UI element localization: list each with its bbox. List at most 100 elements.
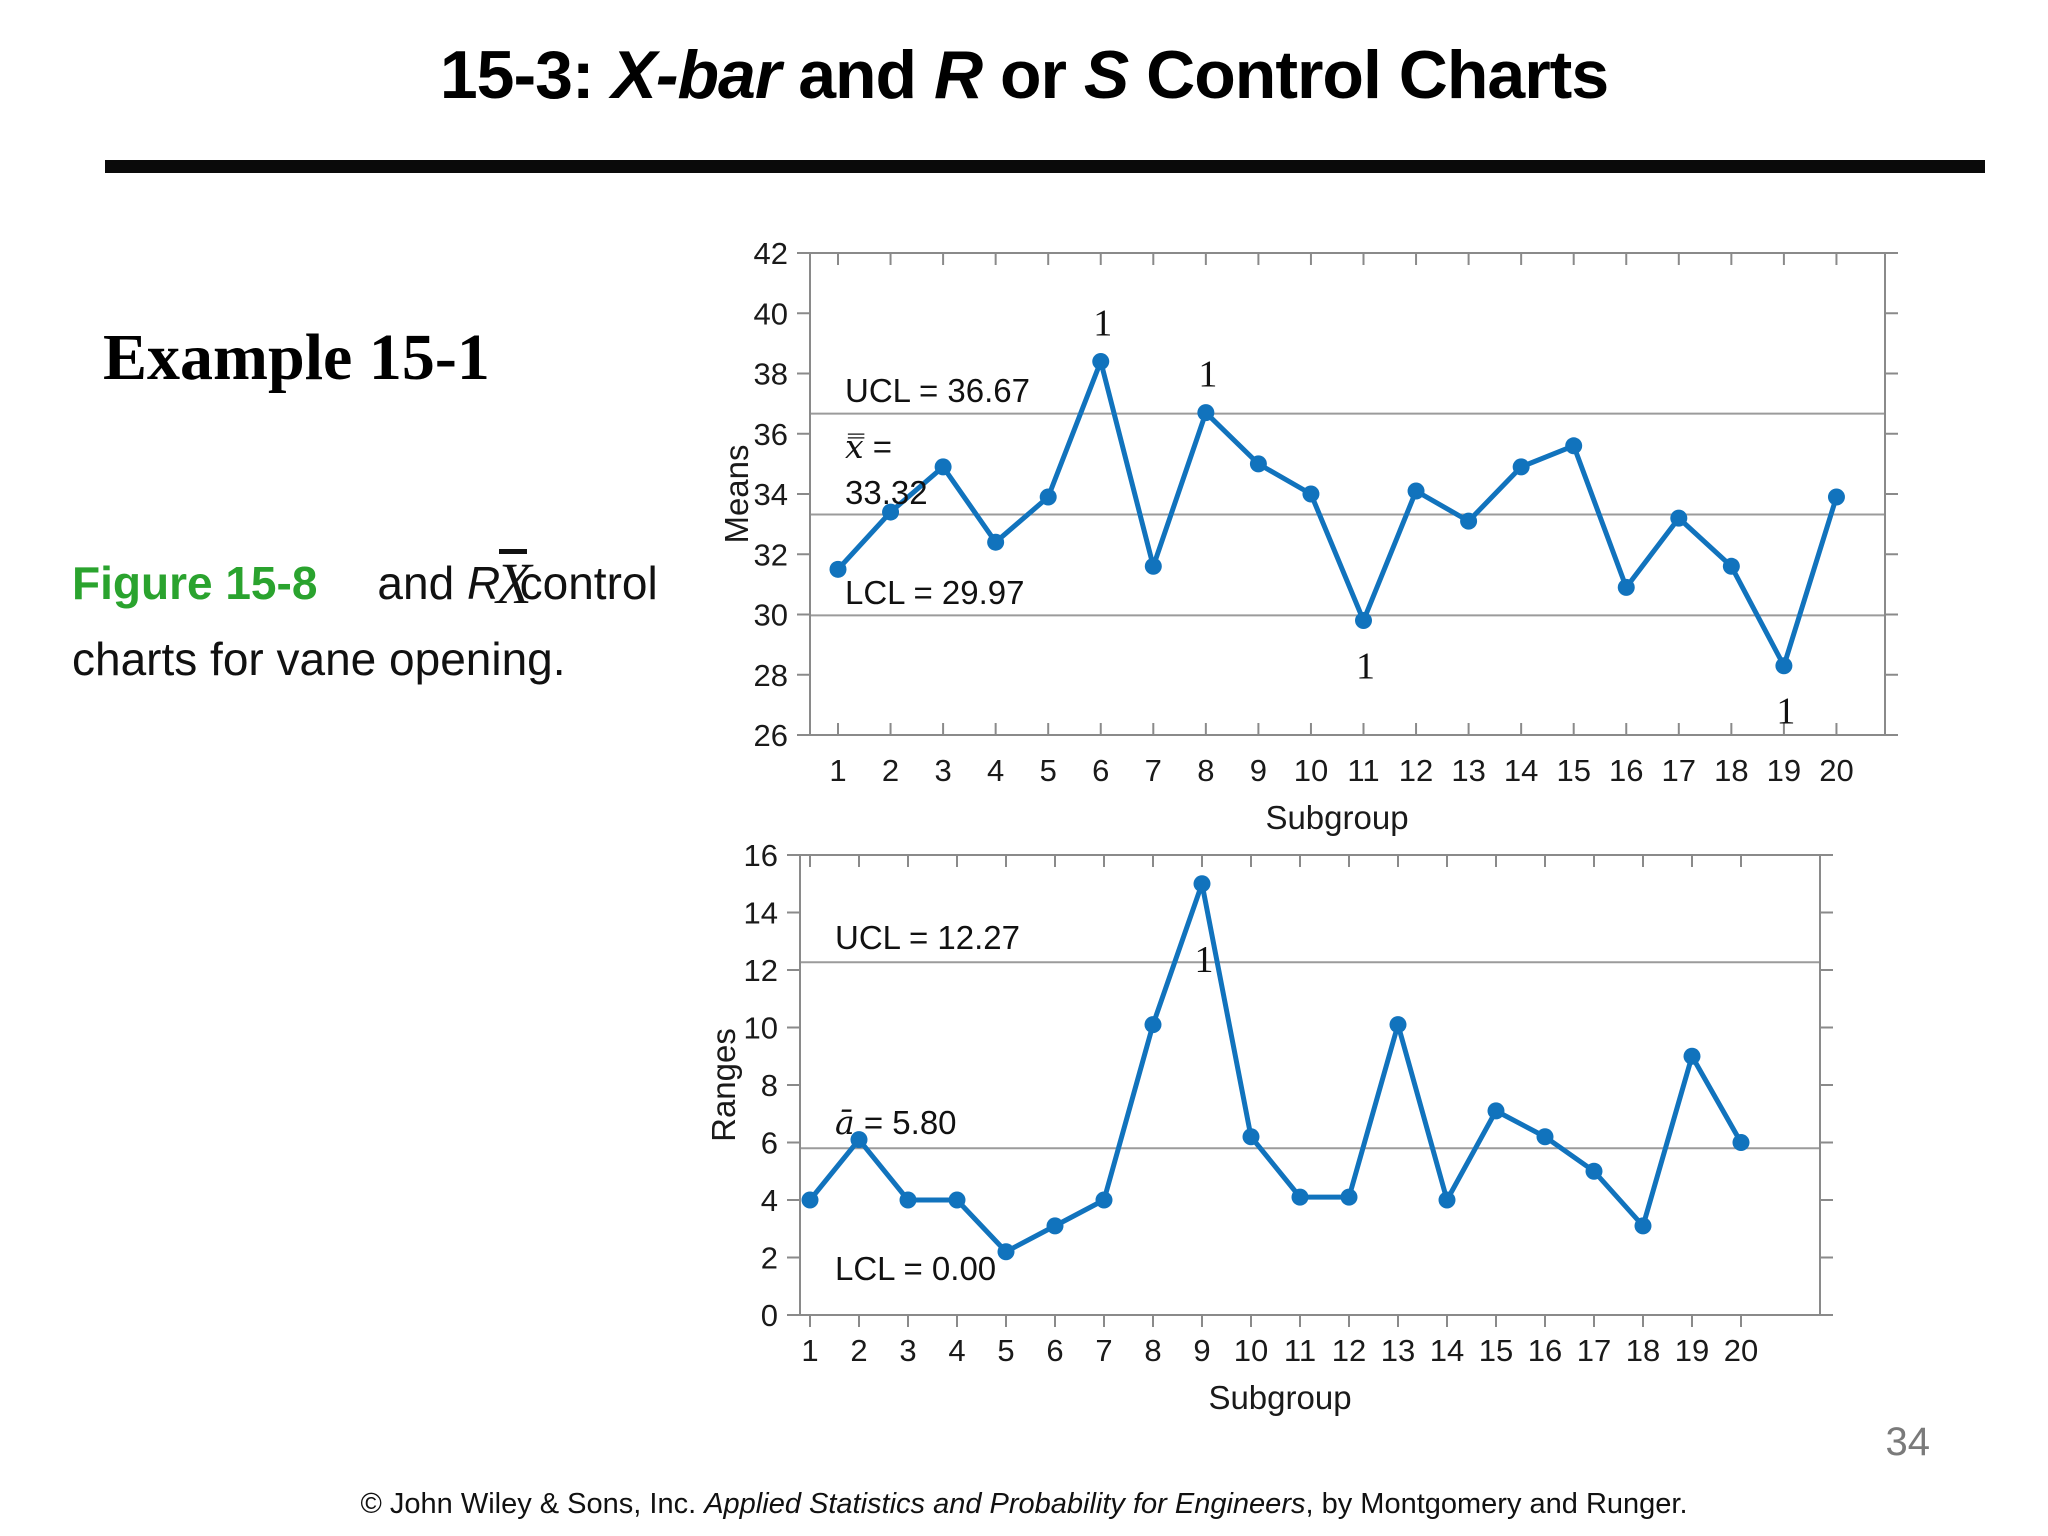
x-axis-title: Subgroup — [1208, 1379, 1351, 1416]
x-tick-label: 10 — [1294, 753, 1328, 788]
x-tick-label: 14 — [1430, 1333, 1464, 1368]
x-tick-label: 1 — [829, 753, 846, 788]
y-tick-label: 26 — [754, 718, 788, 753]
x-tick-label: 13 — [1451, 753, 1485, 788]
x-tick-label: 15 — [1556, 753, 1590, 788]
data-point — [1046, 1217, 1064, 1235]
title-part: and — [780, 37, 934, 113]
data-point — [987, 533, 1005, 551]
data-point — [882, 503, 900, 521]
center-label: ā = 5.80 — [835, 1103, 957, 1142]
y-tick-label: 4 — [761, 1183, 778, 1218]
data-point — [1683, 1047, 1701, 1065]
footer-copyright: © John Wiley & Sons, Inc. — [360, 1488, 705, 1520]
x-tick-label: 18 — [1626, 1333, 1660, 1368]
xbar-symbol: X — [496, 549, 532, 616]
data-point — [850, 1131, 868, 1149]
data-point — [1634, 1217, 1652, 1235]
title-underline-rule — [105, 160, 1985, 173]
x-tick-label: 14 — [1504, 753, 1538, 788]
page-number: 34 — [1885, 1420, 1931, 1464]
out-of-control-flag: 1 — [1356, 646, 1375, 688]
lcl-label: LCL = 29.97 — [845, 574, 1025, 611]
x-tick-label: 17 — [1662, 753, 1696, 788]
data-point — [1302, 485, 1320, 503]
x-tick-label: 2 — [850, 1333, 867, 1368]
x-tick-label: 16 — [1609, 753, 1643, 788]
caption-line-1: Figure 15-8 and RXcontrol — [72, 545, 658, 621]
out-of-control-flag: 1 — [1198, 354, 1217, 396]
title-part: or — [982, 37, 1084, 113]
y-tick-label: 12 — [744, 953, 778, 988]
x-tick-label: 13 — [1381, 1333, 1415, 1368]
x-tick-label: 5 — [997, 1333, 1014, 1368]
y-tick-label: 40 — [754, 296, 788, 331]
center-label: x̿ = — [845, 427, 892, 466]
x-tick-label: 8 — [1144, 1333, 1161, 1368]
r-symbol: R — [466, 557, 501, 609]
x-tick-label: 7 — [1145, 753, 1162, 788]
data-point — [1617, 578, 1635, 596]
example-heading: Example 15-1 — [103, 321, 490, 394]
series-line — [835, 358, 1839, 669]
data-point — [1291, 1188, 1309, 1206]
x-tick-label: 9 — [1193, 1333, 1210, 1368]
title-s: S — [1083, 37, 1129, 113]
x-tick-label: 4 — [987, 753, 1004, 788]
x-tick-label: 3 — [899, 1333, 916, 1368]
plot-border — [809, 252, 1886, 736]
data-point — [1193, 875, 1211, 893]
y-tick-label: 30 — [754, 598, 788, 633]
x-tick-label: 10 — [1234, 1333, 1268, 1368]
data-point — [1536, 1128, 1554, 1146]
y-tick-label: 2 — [761, 1241, 778, 1276]
series-line — [807, 881, 1744, 1255]
caption-control-word: control — [519, 557, 658, 609]
y-axis-title: Means — [718, 444, 755, 543]
x-tick-label: 15 — [1479, 1333, 1513, 1368]
out-of-control-flag: 1 — [1776, 691, 1795, 733]
data-point — [997, 1243, 1015, 1261]
x-tick-label: 16 — [1528, 1333, 1562, 1368]
out-of-control-flag: 1 — [1195, 939, 1214, 981]
data-point — [1340, 1188, 1358, 1206]
x-tick-label: 5 — [1040, 753, 1057, 788]
x-tick-label: 1 — [801, 1333, 818, 1368]
data-point — [1438, 1191, 1456, 1209]
y-tick-label: 38 — [754, 357, 788, 392]
data-point — [1095, 1191, 1113, 1209]
y-tick-label: 10 — [744, 1011, 778, 1046]
caption-and: and — [377, 557, 467, 609]
data-point — [1585, 1162, 1603, 1180]
data-point — [1670, 509, 1688, 527]
y-axis-title: Ranges — [705, 1028, 742, 1142]
data-point — [1512, 458, 1530, 476]
footer-book-title: Applied Statistics and Probability for E… — [704, 1488, 1306, 1520]
data-point — [1827, 488, 1845, 506]
data-point — [1775, 657, 1793, 675]
data-point — [934, 458, 952, 476]
x-tick-label: 2 — [882, 753, 899, 788]
data-point — [1355, 612, 1372, 630]
x-tick-label: 6 — [1092, 753, 1109, 788]
x-tick-label: 8 — [1197, 753, 1214, 788]
x-tick-label: 9 — [1250, 753, 1267, 788]
data-point — [1144, 557, 1162, 575]
y-tick-label: 28 — [754, 658, 788, 693]
y-tick-label: 32 — [754, 537, 788, 572]
footer-authors: , by Montgomery and Runger. — [1305, 1488, 1688, 1520]
x-tick-label: 11 — [1347, 753, 1379, 788]
x-tick-label: 20 — [1724, 1333, 1758, 1368]
y-tick-label: 36 — [754, 417, 788, 452]
data-point — [1249, 455, 1267, 473]
title-part: Control Charts — [1128, 37, 1609, 113]
data-point — [1039, 488, 1057, 506]
data-point — [1197, 404, 1215, 422]
y-tick-label: 0 — [761, 1298, 778, 1333]
title-part: 15-3: — [439, 37, 612, 113]
out-of-control-flag: 1 — [1093, 302, 1112, 344]
x-tick-label: 18 — [1714, 753, 1748, 788]
x-tick-label: 19 — [1675, 1333, 1709, 1368]
